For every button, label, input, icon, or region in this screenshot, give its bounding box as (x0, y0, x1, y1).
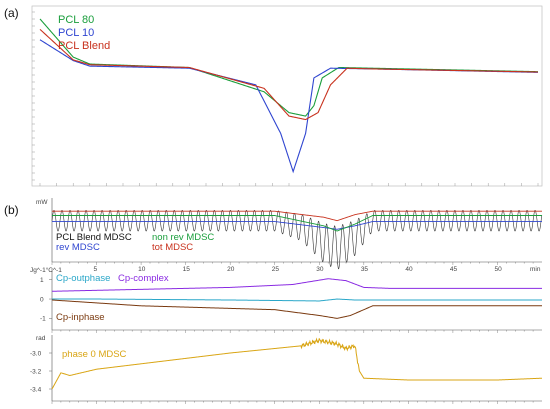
cp-y-tick-label: 0 (40, 296, 44, 303)
series-line-cp-outphase (52, 298, 542, 302)
label-cp-complex: Cp-complex (118, 273, 169, 284)
time-unit-label: min (530, 266, 541, 273)
cp-y-tick-label: 1 (40, 277, 44, 284)
mdsc-series (51, 210, 543, 270)
series-line-non-rev-mdsc (52, 215, 542, 232)
legend-non-rev-mdsc: non rev MDSC (152, 232, 214, 243)
series-line-rev-mdsc (52, 221, 542, 230)
phase-y-tick-label: -3.4 (30, 386, 42, 393)
time-tick-label: 5 (94, 266, 98, 273)
cp-time-ticks (51, 330, 534, 333)
phase-y-ticks: -3.0 -3.2 -3.4 (30, 350, 52, 393)
label-cp-inphase: Cp-inphase (56, 312, 105, 323)
panel-b-label: (b) (4, 203, 19, 217)
legend-pcl-blend: PCL Blend (58, 40, 110, 52)
label-phase-0-mdsc: phase 0 MDSC (62, 349, 127, 360)
panel-a-x-ticks (39, 183, 539, 186)
cp-y-tick-label: -1 (40, 316, 46, 323)
phase-y-tick-label: -3.2 (30, 368, 42, 375)
series-line-tot-mdsc (52, 210, 542, 222)
time-tick-label: 40 (405, 266, 413, 273)
time-tick-label: 35 (361, 266, 369, 273)
panel-a-frame (31, 5, 543, 187)
legend-pcl-blend-mdsc: PCL Blend MDSC (56, 232, 132, 243)
mdsc-unit: mW (36, 199, 48, 206)
panel-a-label: (a) (4, 6, 19, 20)
phase-unit: rad (36, 335, 46, 342)
cp-y-ticks: 1 0 -1 (40, 277, 52, 323)
time-tick-label: 15 (183, 266, 191, 273)
time-tick-label: 10 (138, 266, 146, 273)
series-line-pcl-blend (39, 28, 539, 121)
time-tick-label: 30 (316, 266, 324, 273)
panel-a-y-ticks (32, 11, 35, 181)
mdsc-time-ticks: 5 10 15 20 25 30 35 40 45 50 min (51, 262, 541, 273)
phase-series (51, 337, 543, 390)
legend-pcl80: PCL 80 (58, 14, 94, 26)
series-line-cp-inphase (51, 299, 542, 319)
cp-series (51, 278, 542, 319)
time-tick-label: 45 (450, 266, 458, 273)
panel-a-series (39, 18, 539, 174)
cp-unit: Jg^-1°C^-1 (30, 266, 62, 274)
phase-time-ticks (51, 401, 534, 404)
time-tick-label: 25 (272, 266, 280, 273)
legend-tot-mdsc: tot MDSC (152, 242, 193, 253)
phase-y-tick-label: -3.0 (30, 350, 42, 357)
time-tick-label: 20 (227, 266, 235, 273)
time-tick-label: 50 (494, 266, 502, 273)
series-line-phase-0-mdsc (51, 337, 543, 390)
legend-rev-mdsc: rev MDSC (56, 242, 100, 253)
legend-pcl10: PCL 10 (58, 27, 94, 39)
label-cp-outphase: Cp-outphase (56, 273, 110, 284)
series-line-cp-complex (51, 278, 542, 292)
